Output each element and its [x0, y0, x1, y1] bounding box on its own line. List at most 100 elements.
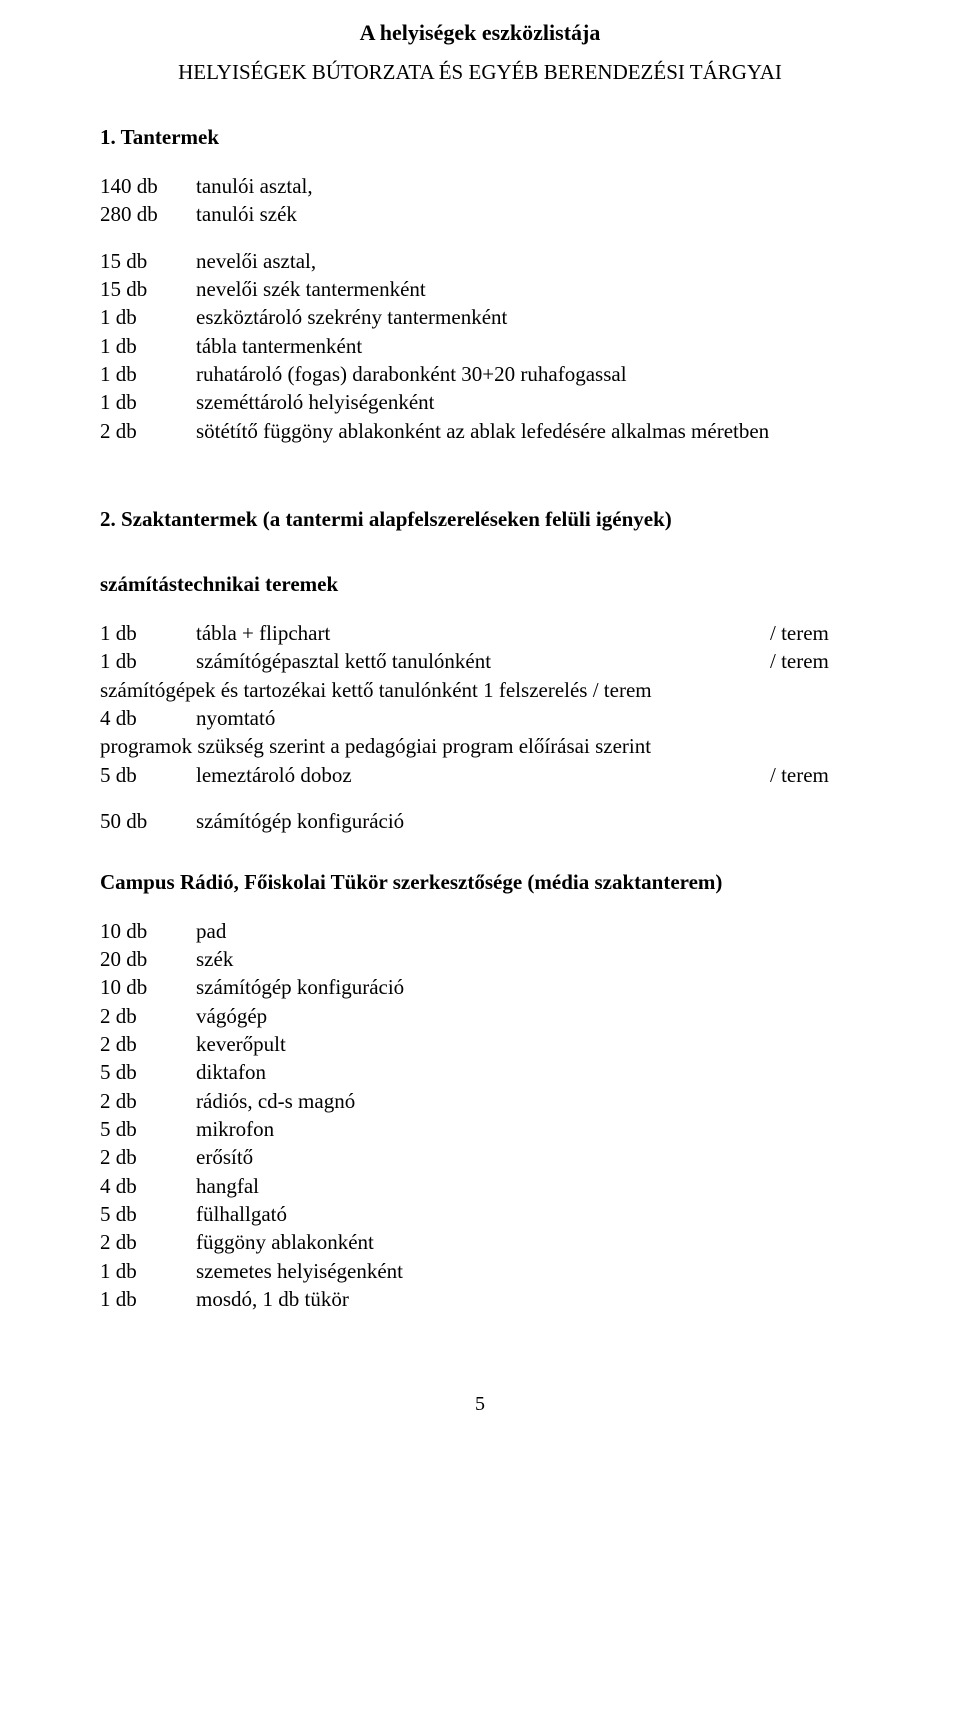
qty: 10 db [100, 917, 196, 945]
list-row: 20 dbszék [100, 945, 860, 973]
desc: ruhatároló (fogas) darabonként 30+20 ruh… [196, 360, 860, 388]
desc: számítógépasztal kettő tanulónként [196, 647, 770, 675]
qty: 1 db [100, 303, 196, 331]
document-page: A helyiségek eszközlistája HELYISÉGEK BÚ… [0, 0, 960, 1456]
qty: 50 db [100, 807, 196, 835]
qty: 4 db [100, 704, 196, 732]
suffix: / terem [770, 619, 860, 647]
desc: nyomtató [196, 704, 860, 732]
qty: 1 db [100, 647, 196, 675]
section-1-heading: 1. Tantermek [100, 125, 860, 150]
list-row: 1 db számítógépasztal kettő tanulónként … [100, 647, 860, 675]
free-line: számítógépek és tartozékai kettő tanulón… [100, 676, 860, 704]
page-number: 5 [100, 1393, 860, 1416]
list-row: 4 db nyomtató [100, 704, 860, 732]
desc: pad [196, 917, 860, 945]
qty: 15 db [100, 275, 196, 303]
desc: szemetes helyiségenként [196, 1257, 860, 1285]
qty: 1 db [100, 332, 196, 360]
qty: 140 db [100, 172, 196, 200]
qty: 10 db [100, 973, 196, 1001]
list-row: 5 dbdiktafon [100, 1058, 860, 1086]
qty: 1 db [100, 1257, 196, 1285]
qty: 1 db [100, 360, 196, 388]
desc: számítógép konfiguráció [196, 807, 860, 835]
list-row: 10 dbpad [100, 917, 860, 945]
qty: 280 db [100, 200, 196, 228]
desc: tanulói asztal, [196, 172, 860, 200]
section-2-heading: 2. Szaktantermek (a tantermi alapfelszer… [100, 507, 860, 532]
desc: függöny ablakonként [196, 1228, 860, 1256]
desc: fülhallgató [196, 1200, 860, 1228]
qty: 5 db [100, 761, 196, 789]
desc: vágógép [196, 1002, 860, 1030]
desc: keverőpult [196, 1030, 860, 1058]
qty: 2 db [100, 1002, 196, 1030]
qty: 4 db [100, 1172, 196, 1200]
desc: nevelői asztal, [196, 247, 860, 275]
list-row: 2 dberősítő [100, 1143, 860, 1171]
list-row: 15 dbnevelői asztal, [100, 247, 860, 275]
qty: 2 db [100, 417, 196, 445]
desc: diktafon [196, 1058, 860, 1086]
list-row: 1 dbmosdó, 1 db tükör [100, 1285, 860, 1313]
list-row: 280 db tanulói szék [100, 200, 860, 228]
qty: 5 db [100, 1115, 196, 1143]
list-row: 140 db tanulói asztal, [100, 172, 860, 200]
desc: mikrofon [196, 1115, 860, 1143]
qty: 15 db [100, 247, 196, 275]
qty: 1 db [100, 388, 196, 416]
desc: eszköztároló szekrény tantermenként [196, 303, 860, 331]
list-row: 2 dbsötétítő függöny ablakonként az abla… [100, 417, 860, 445]
desc: tábla + flipchart [196, 619, 770, 647]
list-row: 1 db tábla + flipchart / terem [100, 619, 860, 647]
qty: 5 db [100, 1200, 196, 1228]
list-row: 5 db lemeztároló doboz / terem [100, 761, 860, 789]
qty: 1 db [100, 1285, 196, 1313]
page-title: A helyiségek eszközlistája [100, 20, 860, 46]
list-row: 2 dbrádiós, cd-s magnó [100, 1087, 860, 1115]
desc: hangfal [196, 1172, 860, 1200]
list-row: 15 dbnevelői szék tantermenként [100, 275, 860, 303]
list-row: 1 dbszemetes helyiségenként [100, 1257, 860, 1285]
subsection-media-title: Campus Rádió, Főiskolai Tükör szerkesztő… [100, 870, 860, 895]
list-row: 4 dbhangfal [100, 1172, 860, 1200]
suffix: / terem [770, 761, 860, 789]
list-row: 1 dbeszköztároló szekrény tantermenként [100, 303, 860, 331]
list-row: 50 db számítógép konfiguráció [100, 807, 860, 835]
list-row: 10 dbszámítógép konfiguráció [100, 973, 860, 1001]
list-row: 1 dbruhatároló (fogas) darabonként 30+20… [100, 360, 860, 388]
desc: erősítő [196, 1143, 860, 1171]
desc: szeméttároló helyiségenként [196, 388, 860, 416]
desc: tanulói szék [196, 200, 860, 228]
qty: 2 db [100, 1030, 196, 1058]
free-line: programok szükség szerint a pedagógiai p… [100, 732, 860, 760]
desc: sötétítő függöny ablakonként az ablak le… [196, 417, 860, 445]
desc: mosdó, 1 db tükör [196, 1285, 860, 1313]
desc: számítógép konfiguráció [196, 973, 860, 1001]
qty: 20 db [100, 945, 196, 973]
list-row: 1 dbtábla tantermenként [100, 332, 860, 360]
list-row: 2 dbvágógép [100, 1002, 860, 1030]
list-row: 5 dbmikrofon [100, 1115, 860, 1143]
desc: lemeztároló doboz [196, 761, 770, 789]
qty: 2 db [100, 1228, 196, 1256]
subsection-computing-rows: 1 db tábla + flipchart / terem 1 db szám… [100, 619, 860, 835]
section-1-group-1: 140 db tanulói asztal, 280 db tanulói sz… [100, 172, 860, 229]
suffix: / terem [770, 647, 860, 675]
list-row: 5 dbfülhallgató [100, 1200, 860, 1228]
desc: szék [196, 945, 860, 973]
page-subtitle: HELYISÉGEK BÚTORZATA ÉS EGYÉB BERENDEZÉS… [100, 60, 860, 85]
subsection-media-rows: 10 dbpad 20 dbszék 10 dbszámítógép konfi… [100, 917, 860, 1314]
qty: 2 db [100, 1087, 196, 1115]
qty: 1 db [100, 619, 196, 647]
qty: 2 db [100, 1143, 196, 1171]
subsection-computing-title: számítástechnikai teremek [100, 572, 860, 597]
desc: tábla tantermenként [196, 332, 860, 360]
desc: rádiós, cd-s magnó [196, 1087, 860, 1115]
list-row: 2 dbfüggöny ablakonként [100, 1228, 860, 1256]
list-row: 2 dbkeverőpult [100, 1030, 860, 1058]
list-row: 1 dbszeméttároló helyiségenként [100, 388, 860, 416]
desc: nevelői szék tantermenként [196, 275, 860, 303]
qty: 5 db [100, 1058, 196, 1086]
